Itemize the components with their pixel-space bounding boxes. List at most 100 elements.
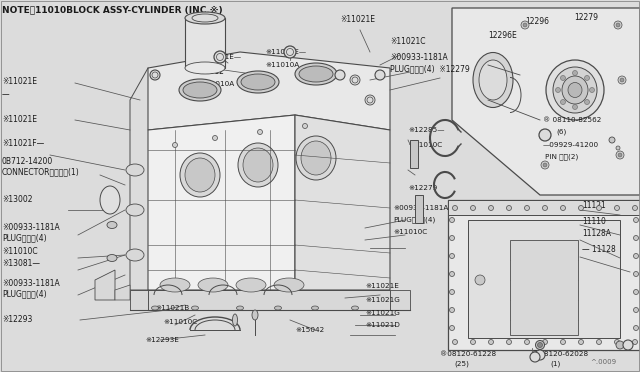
Ellipse shape [561, 76, 566, 80]
Ellipse shape [584, 100, 589, 105]
Text: (1): (1) [550, 361, 560, 367]
Ellipse shape [616, 341, 624, 349]
Polygon shape [130, 290, 148, 310]
Ellipse shape [237, 306, 243, 310]
Ellipse shape [561, 340, 566, 344]
Ellipse shape [192, 14, 218, 22]
Text: ※11021E: ※11021E [2, 115, 37, 125]
Ellipse shape [287, 48, 294, 55]
Ellipse shape [252, 310, 258, 320]
Ellipse shape [185, 158, 215, 192]
Text: PLUGプラグ(4): PLUGプラグ(4) [2, 289, 47, 298]
Ellipse shape [632, 205, 637, 211]
Bar [410, 140, 418, 168]
Ellipse shape [623, 340, 633, 350]
Ellipse shape [236, 278, 266, 292]
Ellipse shape [632, 340, 637, 344]
Polygon shape [148, 290, 390, 310]
Ellipse shape [299, 66, 333, 82]
Polygon shape [448, 200, 640, 350]
Polygon shape [452, 8, 640, 195]
Ellipse shape [506, 340, 511, 344]
Text: ※11021D: ※11021D [365, 322, 400, 328]
Ellipse shape [525, 340, 529, 344]
Text: ※11021E—: ※11021E— [265, 49, 306, 55]
Text: NOTE）11010BLOCK ASSY-CYLINDER (INC.※): NOTE）11010BLOCK ASSY-CYLINDER (INC.※) [2, 6, 223, 15]
Ellipse shape [185, 12, 225, 24]
Text: CONNECTORコネクタ(1): CONNECTORコネクタ(1) [2, 167, 80, 176]
Ellipse shape [616, 151, 624, 159]
Text: B: B [531, 355, 536, 359]
Text: ※11021G: ※11021G [365, 310, 400, 316]
Ellipse shape [543, 205, 547, 211]
Text: ※00933-1181A: ※00933-1181A [390, 54, 448, 62]
Ellipse shape [180, 153, 220, 197]
Text: —: — [2, 90, 10, 99]
Ellipse shape [301, 141, 331, 175]
Ellipse shape [312, 306, 319, 310]
Text: ※11010A: ※11010A [200, 81, 234, 87]
Ellipse shape [185, 62, 225, 74]
Ellipse shape [546, 60, 604, 120]
Ellipse shape [539, 129, 551, 141]
Ellipse shape [634, 235, 639, 241]
Ellipse shape [214, 51, 226, 63]
Text: PIN ピン(2): PIN ピン(2) [545, 154, 579, 160]
Ellipse shape [561, 205, 566, 211]
Ellipse shape [126, 164, 144, 176]
Ellipse shape [237, 71, 279, 93]
Text: 12296E: 12296E [488, 32, 516, 41]
Text: ※11021C: ※11021C [390, 38, 426, 46]
Ellipse shape [183, 82, 217, 98]
Text: ^.0009: ^.0009 [590, 359, 616, 365]
Ellipse shape [573, 71, 577, 76]
Ellipse shape [634, 272, 639, 276]
Ellipse shape [351, 306, 358, 310]
Text: 11128A: 11128A [582, 228, 611, 237]
Text: ※11021B: ※11021B [155, 305, 189, 311]
Ellipse shape [584, 76, 589, 80]
Ellipse shape [614, 340, 620, 344]
Ellipse shape [295, 63, 337, 85]
Ellipse shape [488, 205, 493, 211]
Ellipse shape [573, 105, 577, 109]
Ellipse shape [556, 87, 561, 93]
Text: ※11021E: ※11021E [340, 16, 375, 25]
Bar [415, 195, 423, 223]
Text: B: B [623, 343, 627, 347]
Text: (6): (6) [556, 129, 566, 135]
Text: ※00933-1181A: ※00933-1181A [2, 279, 60, 289]
Text: ® 08110-82562: ® 08110-82562 [543, 117, 602, 123]
Text: ※13081—: ※13081— [2, 260, 40, 269]
Text: ※15042: ※15042 [295, 327, 324, 333]
Ellipse shape [160, 278, 190, 292]
Text: ※11010C: ※11010C [408, 142, 442, 148]
Ellipse shape [243, 148, 273, 182]
Ellipse shape [367, 97, 373, 103]
Ellipse shape [100, 186, 120, 214]
Polygon shape [148, 52, 390, 130]
Ellipse shape [589, 87, 595, 93]
Text: — 11128: — 11128 [582, 246, 616, 254]
Polygon shape [390, 290, 410, 310]
Text: ※11021E: ※11021E [365, 283, 399, 289]
Ellipse shape [173, 142, 177, 148]
Text: ※12293E: ※12293E [145, 337, 179, 343]
Ellipse shape [352, 77, 358, 83]
Ellipse shape [562, 76, 588, 104]
Ellipse shape [198, 278, 228, 292]
Ellipse shape [525, 205, 529, 211]
Ellipse shape [284, 46, 296, 58]
Ellipse shape [350, 75, 360, 85]
Ellipse shape [107, 254, 117, 262]
Ellipse shape [152, 306, 159, 310]
Text: ※11010C: ※11010C [393, 229, 428, 235]
Text: ※11021F—: ※11021F— [2, 138, 44, 148]
Text: B: B [534, 353, 540, 357]
Ellipse shape [543, 340, 547, 344]
Text: 0B712-14200: 0B712-14200 [2, 157, 53, 167]
Ellipse shape [241, 74, 275, 90]
Text: ※11021E—: ※11021E— [200, 54, 241, 60]
Ellipse shape [335, 70, 345, 80]
Ellipse shape [473, 52, 513, 108]
